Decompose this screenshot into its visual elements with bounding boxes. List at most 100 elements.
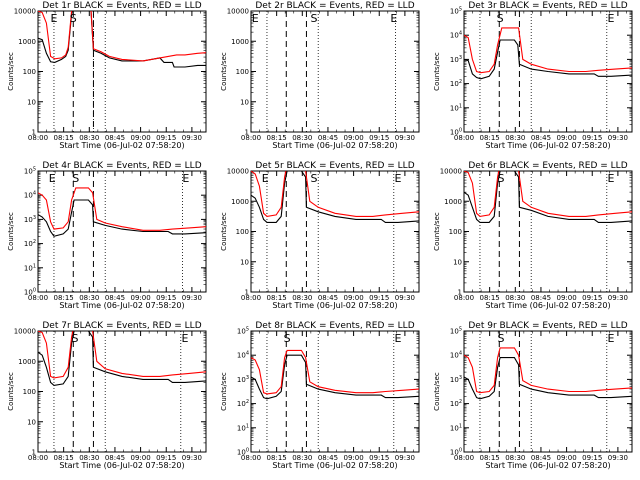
segment-marker-label: S	[284, 332, 291, 345]
x-tick-label: 09:15	[156, 454, 176, 462]
x-axis-label: Start Time (06-Jul-02 07:58:20)	[59, 141, 184, 150]
y-tick-label: 100	[24, 288, 36, 297]
x-tick-label: 08:00	[28, 134, 48, 142]
x-tick-label: 09:30	[182, 454, 202, 462]
y-tick-label: 100	[236, 68, 249, 76]
y-tick-label: 1	[32, 449, 36, 457]
x-axis-label: Start Time (06-Jul-02 07:58:20)	[485, 301, 610, 310]
y-tick-label: 102	[450, 79, 462, 88]
x-axis-label: Start Time (06-Jul-02 07:58:20)	[272, 301, 397, 310]
x-tick-label: 09:00	[131, 454, 151, 462]
plot-frame	[463, 330, 633, 453]
y-tick-label: 10	[240, 98, 249, 106]
x-tick-label: 09:30	[608, 454, 628, 462]
y-axis-label: Counts/sec	[433, 52, 441, 91]
segment-marker-label: S	[497, 172, 504, 185]
panel-title: Det 5r BLACK = Events, RED = LLD	[255, 161, 414, 171]
x-axis-label: Start Time (06-Jul-02 07:58:20)	[485, 461, 610, 470]
segment-marker-label: E	[182, 172, 189, 185]
x-tick-label: 09:15	[156, 294, 176, 302]
segment-marker-label: S	[71, 332, 78, 345]
series-lld-line	[464, 171, 632, 217]
y-tick-label: 1	[32, 129, 36, 137]
y-tick-label: 1000	[231, 38, 249, 46]
segment-marker-label: S	[497, 332, 504, 345]
x-tick-label: 08:00	[454, 454, 474, 462]
segment-marker-label: S	[311, 172, 318, 185]
segment-marker-label: E	[252, 12, 259, 25]
x-tick-label: 08:45	[531, 454, 551, 462]
x-tick-label: 09:15	[369, 294, 389, 302]
y-tick-label: 100	[449, 228, 462, 236]
x-tick-label: 09:30	[395, 454, 415, 462]
y-tick-label: 105	[237, 327, 249, 336]
x-tick-label: 09:00	[131, 134, 151, 142]
x-tick-label: 08:15	[54, 134, 74, 142]
x-tick-label: 08:15	[54, 294, 74, 302]
y-tick-label: 10000	[14, 8, 36, 16]
x-tick-label: 09:00	[131, 294, 151, 302]
y-tick-label: 1000	[444, 198, 462, 206]
x-tick-label: 09:15	[582, 454, 602, 462]
series-events-line	[38, 11, 206, 68]
y-tick-label: 102	[24, 239, 36, 248]
plot-frame	[250, 330, 420, 453]
y-tick-label: 10	[240, 258, 249, 266]
x-tick-label: 08:30	[79, 294, 99, 302]
y-axis-label: Counts/sec	[433, 372, 441, 411]
x-tick-label: 08:45	[531, 134, 551, 142]
x-tick-label: 09:00	[344, 454, 364, 462]
series-lld-line	[464, 27, 632, 74]
plot-frame	[37, 10, 207, 133]
y-axis-label: Counts/sec	[433, 212, 441, 251]
panel-5: Det 5r BLACK = Events, RED = LLD 1 10 100 10…	[220, 161, 420, 310]
x-tick-label: 08:45	[318, 294, 338, 302]
y-tick-label: 103	[237, 375, 249, 384]
series-events-line	[464, 171, 632, 223]
y-tick-label: 101	[450, 103, 462, 112]
x-tick-label: 08:30	[79, 454, 99, 462]
x-axis-label: Start Time (06-Jul-02 07:58:20)	[272, 461, 397, 470]
panel-3: Det 3r BLACK = Events, RED = LLD 100 101 10…	[433, 1, 633, 150]
x-tick-label: 09:15	[582, 134, 602, 142]
x-tick-label: 08:30	[292, 294, 312, 302]
x-tick-label: 09:00	[557, 454, 577, 462]
x-tick-label: 08:15	[54, 454, 74, 462]
x-tick-label: 09:15	[369, 134, 389, 142]
x-tick-label: 09:15	[369, 454, 389, 462]
y-tick-label: 102	[450, 399, 462, 408]
y-axis-label: Counts/sec	[7, 52, 15, 91]
y-tick-label: 101	[237, 423, 249, 432]
x-tick-label: 09:30	[395, 134, 415, 142]
series-lld-line	[38, 331, 206, 379]
y-tick-label: 10	[27, 418, 36, 426]
plot-frame	[37, 170, 207, 293]
panel-6: Det 6r BLACK = Events, RED = LLD 1 10 100 10…	[433, 161, 633, 310]
y-tick-label: 104	[24, 191, 36, 200]
x-tick-label: 08:00	[28, 294, 48, 302]
panel-title: Det 1r BLACK = Events, RED = LLD	[42, 1, 201, 11]
panel-8: Det 8r BLACK = Events, RED = LLD 100 101 10…	[220, 321, 420, 470]
y-tick-label: 103	[450, 55, 462, 64]
y-tick-label: 103	[450, 375, 462, 384]
x-tick-label: 08:45	[318, 134, 338, 142]
panel-title: Det 6r BLACK = Events, RED = LLD	[468, 161, 627, 171]
segment-marker-label: E	[608, 172, 615, 185]
series-lld-line	[38, 11, 206, 62]
y-tick-label: 105	[450, 327, 462, 336]
segment-marker-label: E	[395, 172, 402, 185]
x-tick-label: 08:15	[480, 294, 500, 302]
x-tick-label: 08:00	[241, 134, 261, 142]
x-tick-label: 08:15	[267, 134, 287, 142]
panel-1: Det 1r BLACK = Events, RED = LLD 1 10 100 10…	[7, 1, 207, 150]
y-tick-label: 10	[27, 98, 36, 106]
x-tick-label: 08:15	[480, 454, 500, 462]
x-tick-label: 09:30	[608, 134, 628, 142]
y-tick-label: 100	[237, 448, 249, 457]
y-tick-label: 105	[24, 167, 36, 176]
x-tick-label: 08:15	[267, 294, 287, 302]
x-tick-label: 08:15	[267, 454, 287, 462]
segment-marker-label: E	[390, 12, 397, 25]
x-tick-label: 08:00	[454, 294, 474, 302]
x-tick-label: 08:00	[454, 134, 474, 142]
